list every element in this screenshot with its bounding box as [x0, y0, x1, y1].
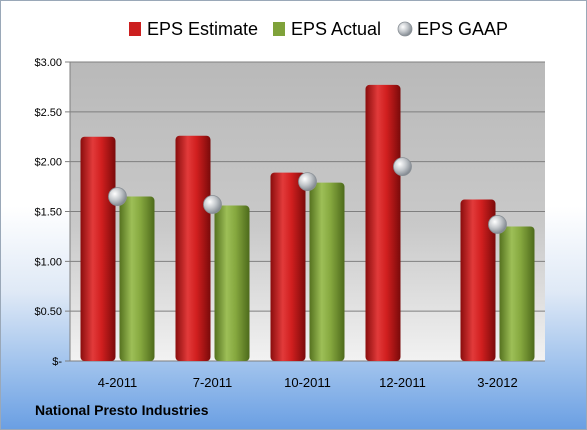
- legend-label: EPS Estimate: [147, 19, 258, 39]
- bar-eps-actual: [214, 205, 250, 361]
- legend-swatch-eps-gaap: [397, 21, 413, 37]
- y-tick-label: $1.50: [34, 207, 62, 219]
- x-category-label: 10-2011: [284, 375, 331, 390]
- legend-swatch: [273, 22, 285, 36]
- marker-eps-gaap: [393, 157, 412, 177]
- legend-label: EPS Actual: [291, 19, 381, 39]
- bar-eps-estimate: [365, 84, 401, 361]
- y-tick-label: $0.50: [34, 306, 62, 318]
- x-category-label: 3-2012: [477, 375, 517, 390]
- bar-eps-estimate: [175, 135, 211, 361]
- x-category-label: 12-2011: [379, 375, 426, 390]
- y-tick-label: $1.00: [34, 256, 62, 268]
- marker-eps-gaap: [488, 215, 507, 234]
- bar-eps-estimate: [460, 199, 496, 361]
- legend-label: EPS GAAP: [417, 19, 508, 39]
- bar-eps-estimate: [80, 136, 116, 361]
- y-tick-label: $2.00: [34, 157, 62, 169]
- x-category-label: 7-2011: [193, 375, 233, 390]
- y-tick-label: $2.50: [34, 107, 62, 119]
- marker-eps-gaap: [108, 187, 127, 206]
- legend-swatch: [129, 22, 141, 36]
- x-category-label: 4-2011: [98, 375, 138, 390]
- bar-eps-estimate: [270, 172, 306, 361]
- marker-eps-gaap: [298, 172, 317, 192]
- marker-eps-gaap: [203, 195, 222, 214]
- company-name: National Presto Industries: [35, 402, 209, 418]
- bar-eps-actual: [119, 196, 155, 361]
- y-tick-label: $-: [52, 356, 62, 368]
- bar-eps-actual: [309, 182, 345, 361]
- y-tick-label: $3.00: [34, 57, 62, 69]
- bar-eps-actual: [499, 226, 535, 361]
